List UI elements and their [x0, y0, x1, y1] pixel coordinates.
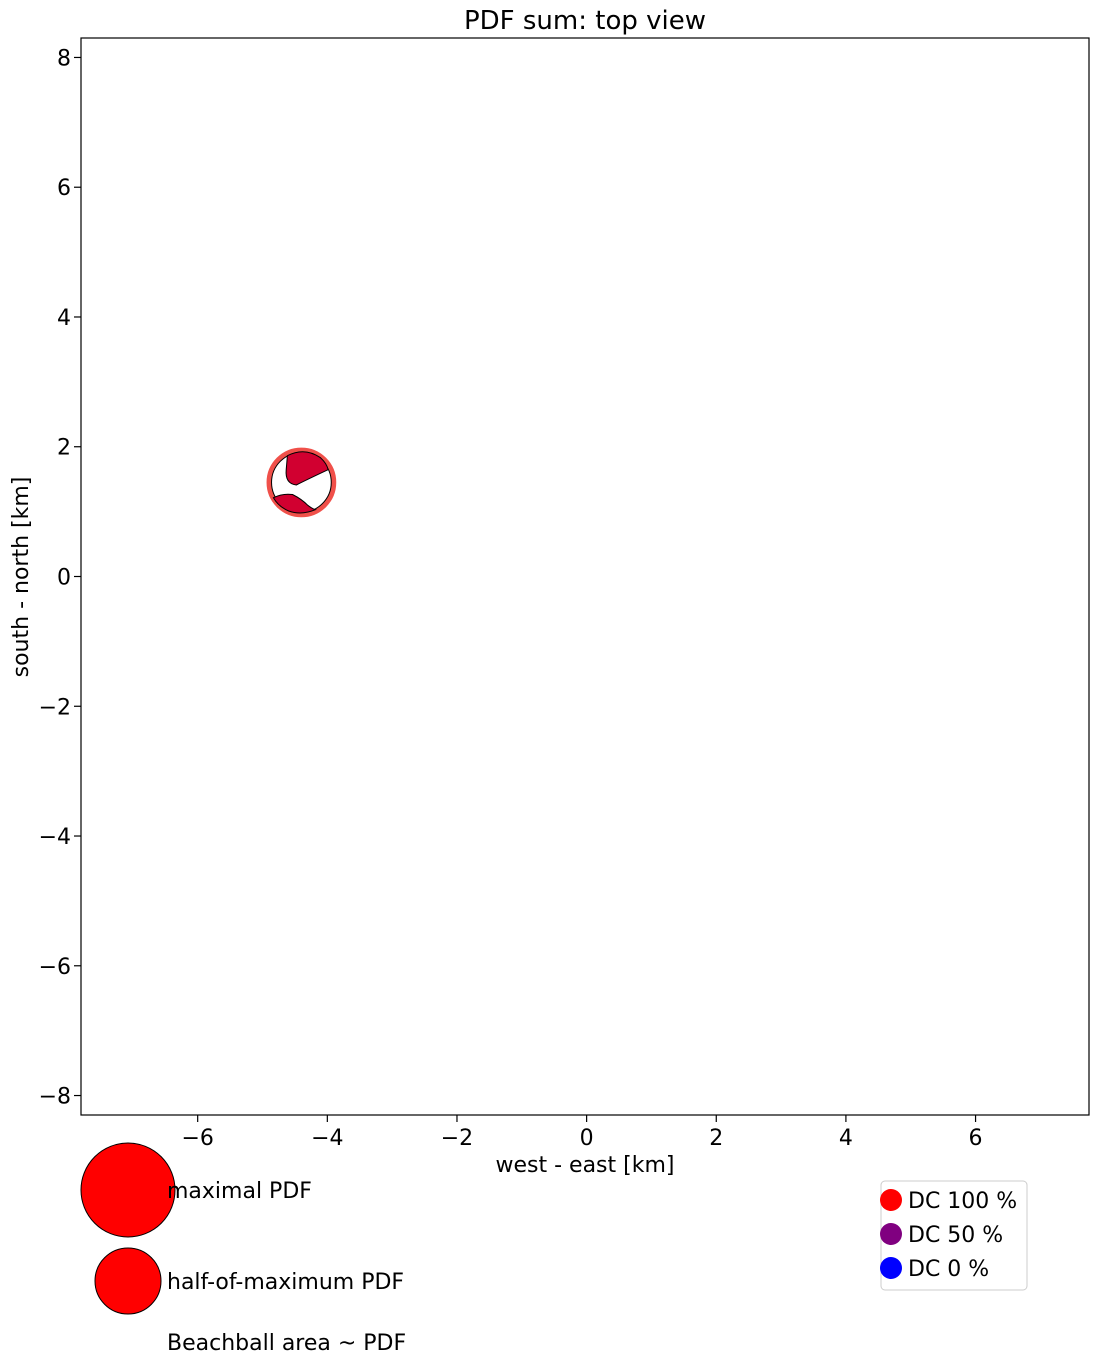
legend-dot-dc-0	[880, 1257, 902, 1279]
x-tick-label: 6	[969, 1126, 983, 1151]
x-tick-label: −4	[311, 1126, 343, 1151]
x-tick-label: −2	[441, 1126, 473, 1151]
legend-label-dc-50: DC 50 %	[908, 1223, 1003, 1248]
size-legend-label-max: maximal PDF	[167, 1179, 312, 1204]
x-axis-ticks: −6 −4 −2 0 2 4 6	[181, 1115, 983, 1151]
size-legend: maximal PDF half-of-maximum PDF Beachbal…	[80, 1142, 406, 1356]
legend-dot-dc-100	[880, 1189, 902, 1211]
legend-label-dc-100: DC 100 %	[908, 1189, 1017, 1214]
y-tick-label: 8	[57, 46, 71, 71]
legend-label-dc-0: DC 0 %	[908, 1257, 989, 1282]
y-tick-label: 6	[57, 176, 71, 201]
beachball-markers	[266, 447, 337, 518]
size-legend-label-half: half-of-maximum PDF	[167, 1270, 404, 1295]
beachball-compression-lobe	[285, 451, 329, 486]
beachball-ring	[266, 447, 337, 518]
x-tick-label: 4	[839, 1126, 853, 1151]
plot-frame	[80, 37, 1090, 1116]
y-tick-label: −6	[39, 955, 71, 980]
size-legend-marker-max	[80, 1142, 176, 1238]
y-axis-label: south - north [km]	[9, 477, 34, 678]
y-tick-label: 2	[57, 436, 71, 461]
y-tick-label: −8	[39, 1085, 71, 1110]
color-legend: DC 100 % DC 50 % DC 0 %	[880, 1180, 1028, 1291]
y-tick-label: 0	[57, 566, 71, 591]
x-tick-label: 0	[580, 1126, 594, 1151]
beachball-compression-lobe	[272, 493, 318, 514]
size-legend-note: Beachball area ~ PDF	[167, 1331, 406, 1356]
x-tick-label: −6	[181, 1126, 213, 1151]
x-axis-label: west - east [km]	[496, 1153, 675, 1178]
y-tick-label: 4	[57, 306, 71, 331]
chart-title: PDF sum: top view	[464, 6, 706, 36]
y-tick-label: −4	[39, 825, 71, 850]
legend-dot-dc-50	[880, 1223, 902, 1245]
y-axis-ticks: −8 −6 −4 −2 0 2 4 6 8	[39, 46, 81, 1110]
y-tick-label: −2	[39, 695, 71, 720]
x-tick-label: 2	[709, 1126, 723, 1151]
beachball	[266, 447, 337, 518]
size-legend-marker-half	[94, 1247, 162, 1315]
